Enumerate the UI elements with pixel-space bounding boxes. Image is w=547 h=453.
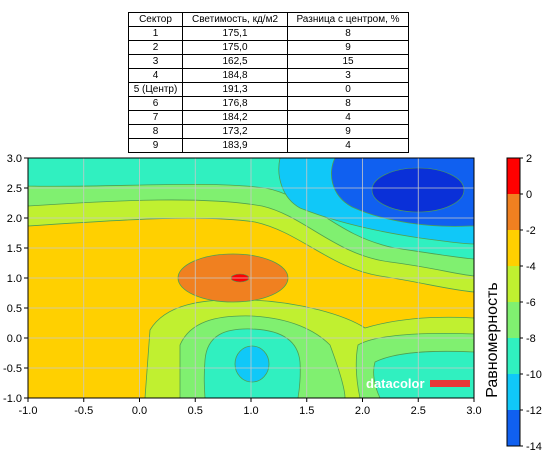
colorbar-label: Равномерность [484, 282, 501, 397]
x-tick-label: 3.0 [466, 405, 481, 417]
colorbar-segment [507, 230, 520, 266]
y-tick-label: -1.0 [3, 393, 22, 405]
colorbar-tick-label: 0 [526, 189, 532, 201]
x-tick-label: 1.0 [243, 405, 258, 417]
y-tick-label: 0.5 [7, 303, 22, 315]
x-tick-label: 1.5 [299, 405, 314, 417]
cell-diff: 4 [287, 138, 409, 153]
colorbar-segment [507, 266, 520, 302]
watermark-text: datacolor [366, 376, 425, 391]
table-row: 5 (Центр) 191,3 0 [128, 82, 409, 97]
y-tick-label: 1.5 [7, 243, 22, 255]
colorbar-segment [507, 158, 520, 194]
colorbar-tick-label: -4 [526, 261, 536, 273]
table-header-row: Сектор Светимость, кд/м2 Разница с центр… [128, 12, 409, 27]
colorbar-segment [507, 374, 520, 410]
y-axis: -1.0 -0.5 0.0 0.5 1.0 1.5 2.0 2.5 3.0 [3, 153, 28, 405]
table-row: 9 183,9 4 [128, 138, 409, 153]
y-tick-label: 1.0 [7, 273, 22, 285]
x-tick-label: 0.0 [132, 405, 147, 417]
plot-grid [28, 158, 474, 398]
cell-luminance: 183,9 [182, 138, 288, 153]
y-tick-label: -0.5 [3, 363, 22, 375]
x-tick-label: -0.5 [74, 405, 93, 417]
x-tick-label: 0.5 [188, 405, 203, 417]
watermark-bar [430, 380, 470, 387]
x-tick-label: 2.5 [411, 405, 426, 417]
colorbar-segment [507, 338, 520, 374]
y-tick-label: 2.5 [7, 183, 22, 195]
colorbar-tick-label: -6 [526, 297, 536, 309]
table-row: 3 162,5 15 [128, 54, 409, 69]
colorbar-segment [507, 410, 520, 446]
x-tick-label: 2.0 [355, 405, 370, 417]
colorbar-tick-label: -2 [526, 225, 536, 237]
colorbar-tick-label: -10 [526, 369, 542, 381]
table-row: 7 184,2 4 [128, 110, 409, 125]
x-axis: -1.0 -0.5 0.0 0.5 1.0 1.5 2.0 2.5 3.0 [19, 398, 482, 417]
colorbar-tick-label: -14 [526, 441, 542, 453]
luminance-table: Сектор Светимость, кд/м2 Разница с центр… [128, 12, 409, 153]
colorbar-segment [507, 194, 520, 230]
table-row: 2 175,0 9 [128, 40, 409, 55]
colorbar-segment [507, 302, 520, 338]
contour-plot: datacolor [28, 158, 474, 398]
y-tick-label: 3.0 [7, 153, 22, 165]
colorbar: 2 0 -2 -4 -6 -8 -10 -12 -14 [506, 153, 542, 453]
contour-region-level-10-lower [234, 345, 270, 383]
colorbar-tick-label: 2 [526, 153, 532, 165]
datacolor-watermark: datacolor [366, 376, 470, 391]
y-tick-label: 2.0 [7, 213, 22, 225]
colorbar-tick-label: -8 [526, 333, 536, 345]
colorbar-tick-label: -12 [526, 405, 542, 417]
y-tick-label: 0.0 [7, 333, 22, 345]
x-tick-label: -1.0 [19, 405, 38, 417]
